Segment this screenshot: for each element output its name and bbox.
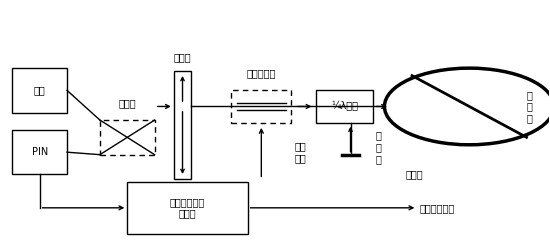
Bar	[100, 120, 155, 155]
Text: ¼λ波片: ¼λ波片	[331, 102, 358, 112]
Bar	[127, 182, 248, 234]
Text: 耦合器: 耦合器	[118, 98, 136, 108]
Text: 光源: 光源	[34, 86, 46, 96]
Text: 电力线: 电力线	[406, 170, 424, 179]
Text: 光
纤
环: 光 纤 环	[526, 90, 532, 123]
Text: 反
光
镜: 反 光 镜	[375, 131, 381, 164]
Bar	[174, 70, 191, 180]
Bar	[316, 90, 373, 122]
Text: 偏振器: 偏振器	[174, 52, 191, 62]
Text: 相位
调制: 相位 调制	[294, 142, 306, 163]
Text: PIN: PIN	[31, 147, 48, 157]
Bar	[12, 130, 67, 174]
Text: 相位调制器: 相位调制器	[246, 68, 276, 78]
Bar	[12, 68, 67, 113]
Text: 信号处理及数
据处理: 信号处理及数 据处理	[170, 197, 205, 218]
Text: 电流信息输出: 电流信息输出	[420, 203, 455, 213]
Bar	[231, 90, 292, 122]
